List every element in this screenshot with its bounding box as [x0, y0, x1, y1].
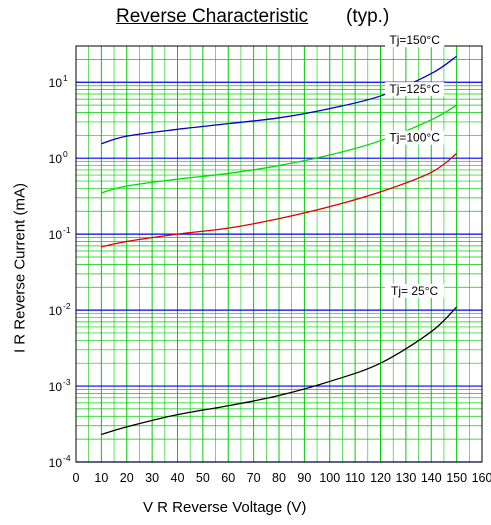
y-tick-label: 10 [49, 76, 63, 90]
x-tick-label: 80 [272, 471, 286, 485]
major-gridlines [75, 46, 483, 463]
y-tick-label: 10 [49, 152, 63, 166]
x-tick-label: 10 [94, 471, 108, 485]
x-tick-label: 100 [319, 471, 340, 485]
x-tick-label: 0 [73, 471, 80, 485]
series-label: Tj=100°C [389, 131, 440, 145]
y-tick-label: 10 [49, 228, 63, 242]
x-tick-label: 30 [145, 471, 159, 485]
series-labels: Tj=150°C Tj=125°C Tj=100°C Tj= 25°C [385, 33, 445, 298]
x-ticks: 0 10 20 30 40 50 60 70 80 90 100 110 120 130 140 150 160 [73, 471, 491, 485]
series-layer [101, 55, 458, 436]
x-tick-label: 70 [247, 471, 261, 485]
y-tick-label: 10 [49, 456, 63, 470]
y-tick-exponent: -2 [63, 301, 71, 311]
series-line [101, 153, 458, 248]
series-label-bg [385, 82, 445, 97]
x-tick-label: 120 [370, 471, 391, 485]
series-label: Tj= 25°C [391, 284, 438, 298]
x-tick-label: 40 [171, 471, 185, 485]
chart-subtitle: (typ.) [346, 6, 390, 27]
x-tick-label: 90 [297, 471, 311, 485]
series-label-bg [385, 33, 445, 48]
series-line [101, 55, 457, 145]
x-tick-label: 50 [196, 471, 210, 485]
x-tick-label: 110 [345, 471, 365, 485]
plot-frame [75, 45, 483, 463]
x-tick-label: 130 [395, 471, 416, 485]
x-tick-label: 20 [120, 471, 134, 485]
y-tick-exponent: -3 [63, 377, 71, 387]
chart-title: Reverse Characteristic [116, 6, 309, 27]
y-tick-exponent: 1 [63, 73, 68, 83]
series-label: Tj=150°C [389, 33, 440, 47]
x-axis-label: V R Reverse Voltage (V) [143, 499, 307, 516]
y-tick-label: 10 [49, 380, 63, 394]
x-tick-label: 150 [446, 471, 467, 485]
x-tick-label: 160 [472, 471, 491, 485]
y-tick-exponent: -4 [63, 453, 71, 463]
series-label-bg [385, 130, 445, 145]
y-tick-exponent: 0 [63, 149, 68, 159]
x-tick-label: 60 [221, 471, 235, 485]
series-line [101, 306, 458, 436]
y-tick-exponent: -1 [63, 225, 71, 235]
series-label-bg [385, 283, 445, 298]
x-tick-label: 140 [421, 471, 442, 485]
y-tick-label: 10 [49, 304, 63, 318]
series-label: Tj=125°C [389, 82, 440, 96]
series-line [101, 104, 457, 194]
